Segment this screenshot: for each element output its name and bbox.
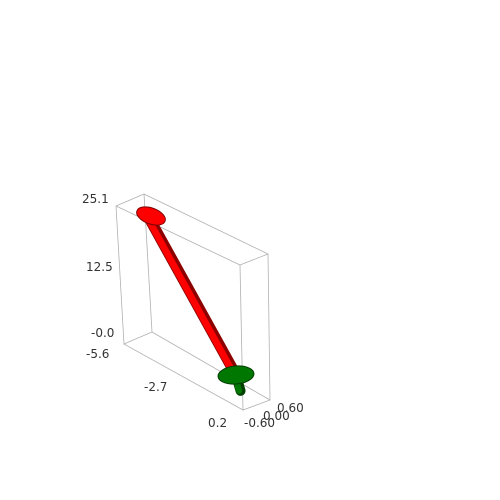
z-tick-label: -0.0 [91, 326, 114, 340]
series-tube [136, 206, 242, 381]
z-tick-label: 12.5 [86, 260, 113, 274]
y-tick-label: 0.00 [263, 409, 290, 423]
series-layer [136, 206, 255, 396]
x-tick-label: 0.2 [208, 416, 227, 430]
x-tick-label: -5.6 [86, 347, 109, 361]
box-edge-bottom-left [123, 343, 244, 411]
z-tick-label: 25.1 [82, 192, 109, 206]
bounding-box [115, 193, 271, 411]
tube-body [143, 212, 238, 379]
y-axis-ticks: -0.60 0.00 0.60 [244, 401, 304, 430]
series-tube [217, 365, 255, 396]
tube-start-cap [217, 365, 255, 385]
y-tick-label: 0.60 [277, 401, 304, 415]
box-edge-top-left [115, 205, 241, 266]
tube-start-cap [136, 206, 166, 226]
box-edge-bottom-right [151, 331, 271, 401]
y-tick-label: -0.60 [244, 416, 275, 430]
x-tick-label: -2.7 [144, 380, 167, 394]
z-axis-ticks: 25.1 12.5 -0.0 [82, 192, 114, 340]
x-axis-ticks: -5.6 -2.7 0.2 [86, 347, 227, 430]
box-edge-top-right [143, 193, 269, 255]
